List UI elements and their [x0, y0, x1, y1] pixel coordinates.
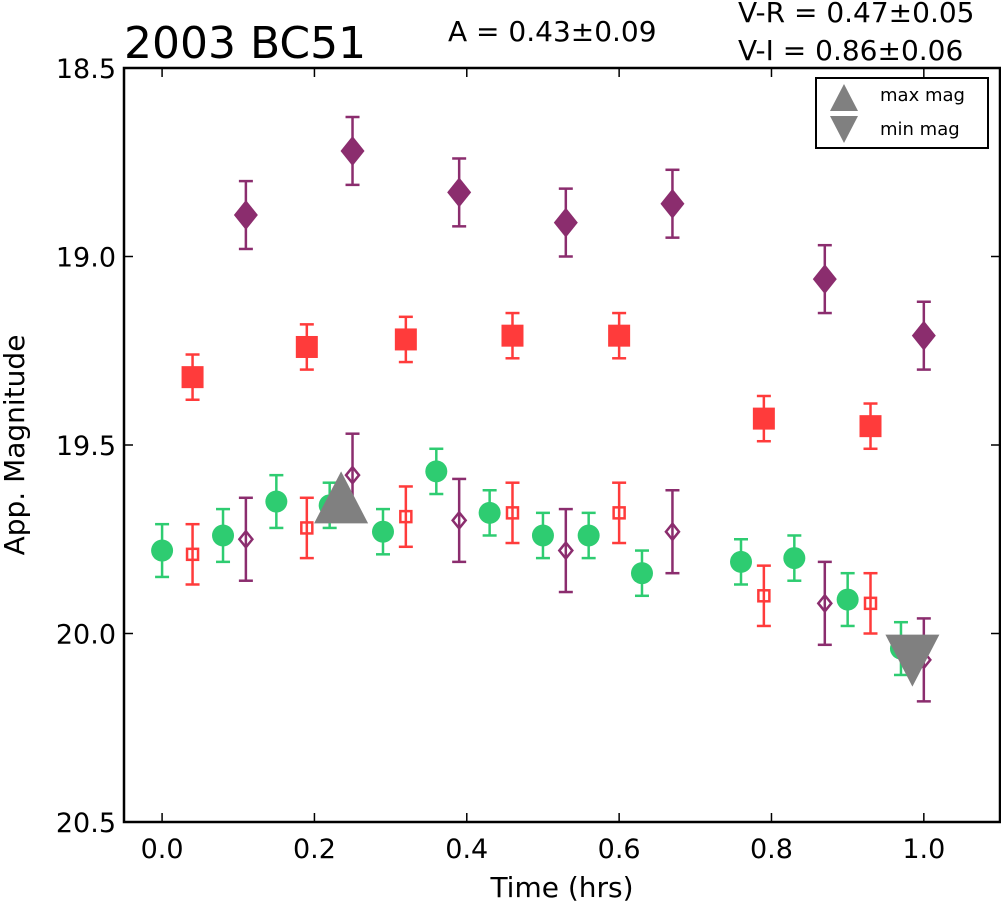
data-point-square [859, 415, 882, 438]
data-point-square [181, 366, 204, 389]
data-point-diamond [816, 593, 833, 614]
legend-min-mag-label: min mag [880, 119, 960, 140]
x-tick-label: 0.2 [293, 834, 336, 865]
data-point-diamond [553, 207, 578, 238]
data-point-circle [371, 520, 394, 543]
y-tick-label: 19.5 [56, 431, 116, 462]
data-point-circle [425, 460, 448, 483]
data-point-square [612, 506, 626, 520]
chart-title: 2003 BC51 [124, 18, 366, 69]
data-point-square [295, 335, 318, 358]
data-point-diamond [233, 200, 258, 231]
data-point-circle [630, 562, 653, 585]
axis-ticks: 0.0 0.2 0.4 0.6 0.8 1.0 18.5 19.0 19.5 20.0 20.5 [56, 54, 1000, 865]
data-point-diamond [660, 188, 685, 219]
x-tick-label: 0.6 [598, 834, 641, 865]
max-mag-triangle [314, 471, 369, 524]
data-point-square [757, 589, 771, 603]
data-point-circle [730, 550, 753, 573]
data-point-square [608, 324, 631, 347]
data-point-circle [836, 588, 859, 611]
x-tick-label: 0.4 [445, 834, 488, 865]
data-point-diamond [344, 465, 361, 486]
data-point-square [752, 407, 775, 430]
data-point-square [300, 521, 314, 535]
data-point-circle [531, 524, 554, 547]
data-point-circle [577, 524, 600, 547]
amplitude-annotation: A = 0.43±0.09 [448, 15, 657, 48]
data-point-diamond [557, 540, 574, 561]
data-point-square [399, 509, 413, 524]
series-circle-filled [151, 447, 912, 677]
plot-frame [122, 66, 1001, 824]
legend-max-mag-icon [830, 84, 858, 111]
data-point-circle [212, 524, 235, 547]
legend-min-mag-icon [830, 116, 858, 143]
data-marks [151, 115, 940, 703]
legend: max mag min mag [815, 77, 989, 149]
data-point-square [394, 328, 417, 351]
x-tick-label: 1.0 [902, 834, 945, 865]
x-axis-label: Time (hrs) [489, 871, 633, 904]
data-point-square [501, 324, 524, 347]
y-tick-label: 18.5 [56, 54, 116, 85]
y-tick-label: 20.5 [56, 808, 116, 839]
data-point-square [505, 506, 520, 520]
series-diamond-open [237, 432, 932, 703]
x-tick-label: 0.8 [750, 834, 793, 865]
y-tick-label: 19.0 [56, 243, 116, 274]
data-point-diamond [911, 320, 936, 351]
data-point-circle [478, 501, 501, 524]
data-point-diamond [447, 177, 472, 208]
series-square-filled [181, 311, 882, 451]
data-point-circle [783, 547, 806, 570]
series-square-open [185, 481, 878, 635]
v-i-annotation: V-I = 0.86±0.06 [738, 34, 963, 67]
data-point-circle [151, 539, 174, 562]
min-mag-triangle [885, 634, 940, 687]
x-tick-label: 0.0 [141, 834, 184, 865]
series-diamond-filled [233, 115, 936, 371]
data-point-diamond [664, 521, 681, 542]
data-point-diamond [340, 135, 365, 166]
legend-max-mag-label: max mag [880, 85, 965, 106]
data-point-square [863, 596, 878, 611]
data-point-square [185, 547, 200, 562]
data-point-diamond [451, 510, 468, 531]
v-r-annotation: V-R = 0.47±0.05 [738, 0, 974, 29]
y-axis-label: App. Magnitude [0, 335, 31, 556]
y-tick-label: 20.0 [56, 620, 116, 651]
data-point-circle [265, 490, 288, 513]
data-point-diamond [237, 529, 254, 550]
extrema-markers [314, 471, 940, 687]
data-point-diamond [812, 264, 837, 295]
